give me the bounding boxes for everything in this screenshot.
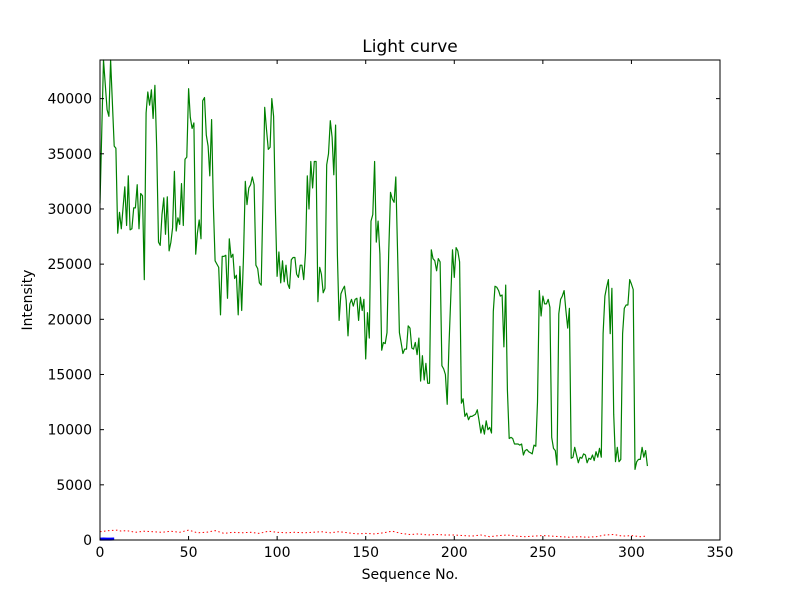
- y-tick-label: 0: [83, 533, 92, 549]
- y-tick-label: 30000: [47, 202, 92, 218]
- x-tick-label: 50: [180, 545, 198, 561]
- y-tick-label: 40000: [47, 92, 92, 108]
- x-tick-label: 0: [96, 545, 105, 561]
- y-axis-label: Intensity: [20, 270, 36, 331]
- series-line-1: [99, 59, 648, 470]
- x-axis-label: Sequence No.: [362, 567, 459, 583]
- x-tick-label: 150: [352, 545, 379, 561]
- x-tick-label: 200: [441, 545, 468, 561]
- series-layer: [99, 59, 648, 541]
- x-tick-label: 300: [618, 545, 645, 561]
- x-tick-label: 100: [264, 545, 291, 561]
- y-tick-label: 20000: [47, 312, 92, 328]
- y-tick-label: 15000: [47, 367, 92, 383]
- series-line-2: [99, 529, 648, 538]
- ticks-layer: 0 50 100 150 200 250 300 350 0 5000 10000 15000 2000…: [47, 60, 733, 561]
- x-tick-label: 250: [529, 545, 556, 561]
- plot-frame: [99, 59, 721, 541]
- y-tick-label: 35000: [47, 147, 92, 163]
- x-tick-label: 350: [707, 545, 734, 561]
- chart-title: Light curve: [362, 37, 457, 57]
- y-tick-label: 10000: [47, 423, 92, 439]
- y-tick-label: 5000: [56, 478, 92, 494]
- y-tick-label: 25000: [47, 257, 92, 273]
